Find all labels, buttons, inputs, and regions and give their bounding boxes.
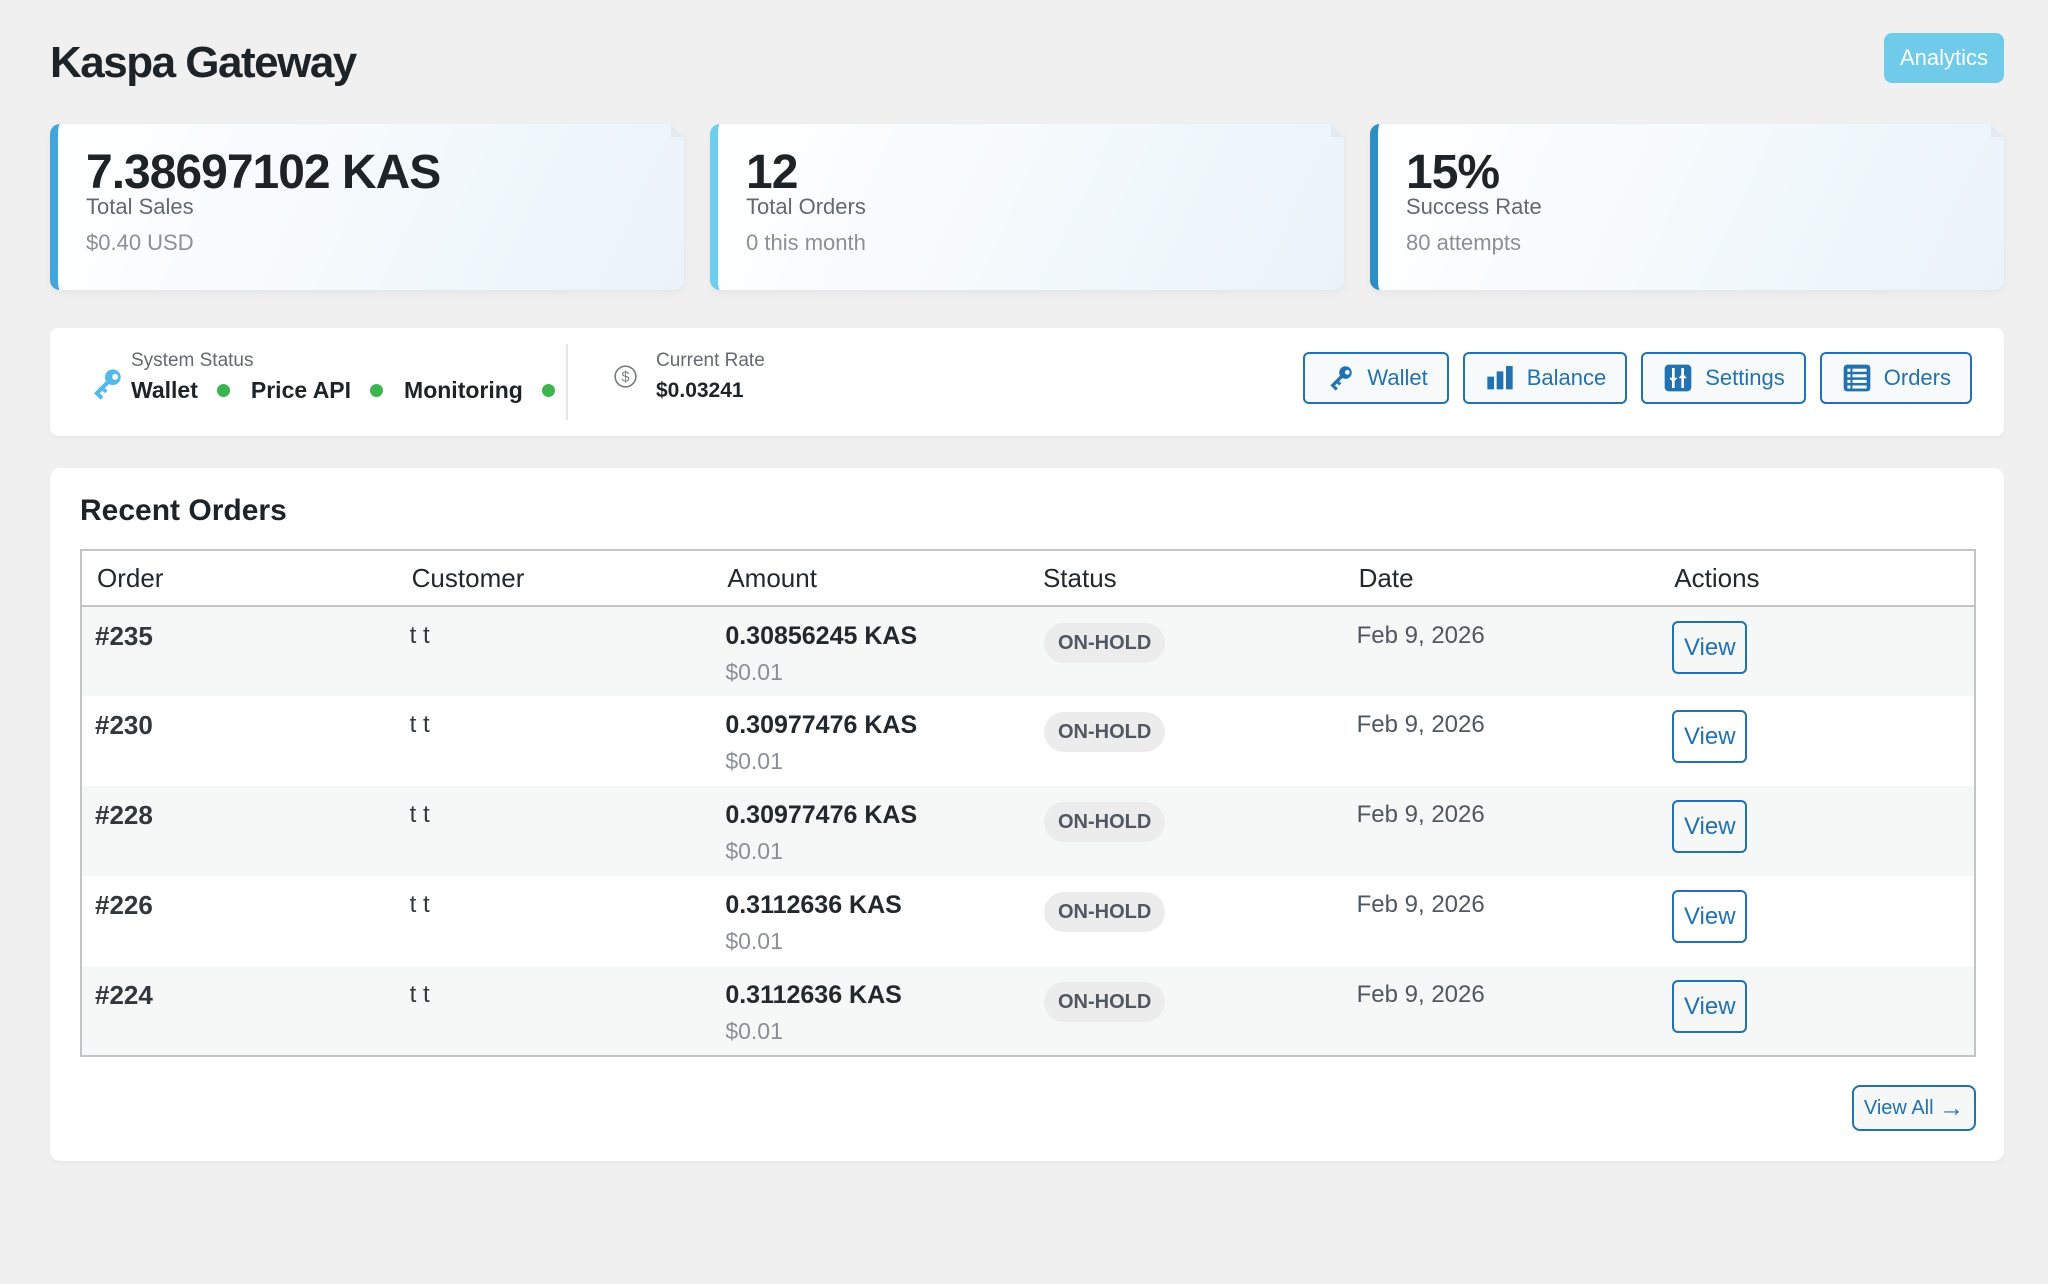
svg-text:$: $	[622, 369, 630, 385]
